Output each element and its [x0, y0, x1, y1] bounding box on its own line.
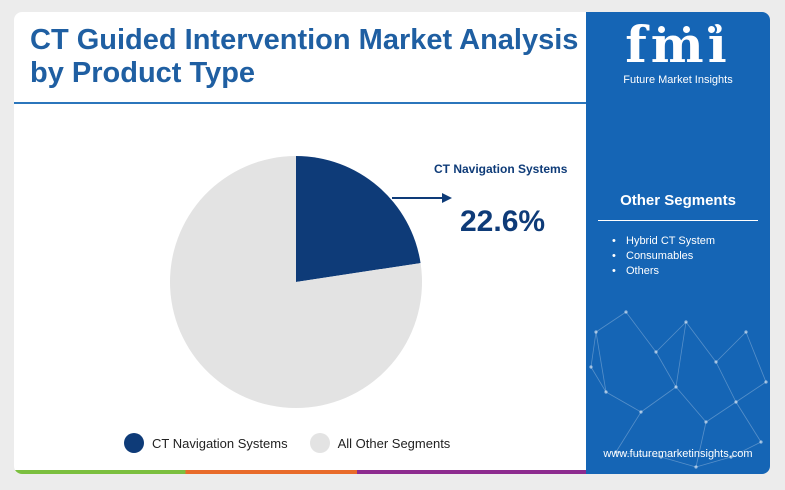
legend-swatch — [309, 433, 330, 453]
logo-people-icons — [586, 24, 770, 40]
bottom-color-bar — [14, 470, 586, 474]
page-title: CT Guided Intervention Market Analysis b… — [30, 24, 579, 89]
chart-legend: CT Navigation Systems All Other Segments — [124, 432, 472, 454]
legend-item-ct-navigation: CT Navigation Systems — [124, 433, 288, 453]
website-link[interactable]: www.futuremarketinsights.com — [603, 448, 753, 460]
segments-divider — [598, 220, 758, 221]
infographic-card: CT Guided Intervention Market Analysis b… — [14, 12, 770, 474]
segment-item: Hybrid CT System — [612, 234, 715, 249]
legend-label: CT Navigation Systems — [152, 435, 288, 451]
segments-list: Hybrid CT System Consumables Others — [612, 234, 715, 279]
segment-item: Others — [612, 264, 715, 279]
legend-item-other-segments: All Other Segments — [309, 433, 451, 453]
legend-label: All Other Segments — [337, 435, 451, 451]
callout-value: 22.6% — [460, 205, 546, 238]
fmi-logo: fmi Future Market Insights — [586, 18, 770, 87]
callout-label: CT Navigation Systems — [434, 162, 568, 176]
callout-arrow-icon — [392, 193, 452, 203]
pie-slice-all-other-segments — [170, 156, 422, 408]
legend-swatch — [124, 433, 144, 453]
pie-chart — [170, 156, 422, 408]
segment-item: Consumables — [612, 249, 715, 264]
network-pattern-icon — [589, 310, 768, 469]
logo-subtitle: Future Market Insights — [623, 74, 733, 86]
sidebar-panel: fmi Future Market Insights Other Segment… — [586, 12, 770, 474]
pie-slice-ct-navigation-systems — [296, 156, 421, 282]
segments-title: Other Segments — [620, 192, 736, 209]
title-divider — [14, 102, 586, 104]
